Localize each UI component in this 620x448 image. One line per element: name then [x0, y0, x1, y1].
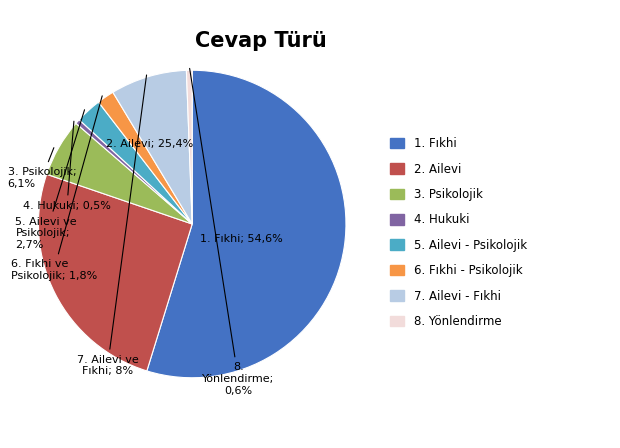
- Text: 5. Ailevi ve
Psikolojik;
2,7%: 5. Ailevi ve Psikolojik; 2,7%: [16, 110, 84, 250]
- Text: 7. Ailevi ve
Fıkhi; 8%: 7. Ailevi ve Fıkhi; 8%: [77, 75, 146, 376]
- Text: 4. Hukuki; 0,5%: 4. Hukuki; 0,5%: [23, 121, 111, 211]
- Wedge shape: [99, 92, 192, 224]
- Text: 2. Ailevi; 25,4%: 2. Ailevi; 25,4%: [105, 139, 193, 149]
- Wedge shape: [113, 70, 192, 224]
- Text: Cevap Türü: Cevap Türü: [195, 31, 326, 52]
- Text: 8.
Yönlendirme;
0,6%: 8. Yönlendirme; 0,6%: [190, 69, 275, 396]
- Wedge shape: [147, 70, 346, 378]
- Text: 6. Fıkhi ve
Psikolojik; 1,8%: 6. Fıkhi ve Psikolojik; 1,8%: [11, 96, 102, 281]
- Wedge shape: [38, 174, 192, 371]
- Legend: 1. Fıkhi, 2. Ailevi, 3. Psikolojik, 4. Hukuki, 5. Ailevi - Psikolojik, 6. Fıkhi : 1. Fıkhi, 2. Ailevi, 3. Psikolojik, 4. H…: [391, 137, 527, 328]
- Wedge shape: [46, 123, 192, 224]
- Text: 3. Psikolojik;
6,1%: 3. Psikolojik; 6,1%: [7, 148, 76, 189]
- Wedge shape: [76, 120, 192, 224]
- Text: 1. Fıkhi; 54,6%: 1. Fıkhi; 54,6%: [200, 234, 283, 244]
- Wedge shape: [79, 102, 192, 224]
- Wedge shape: [187, 70, 192, 224]
